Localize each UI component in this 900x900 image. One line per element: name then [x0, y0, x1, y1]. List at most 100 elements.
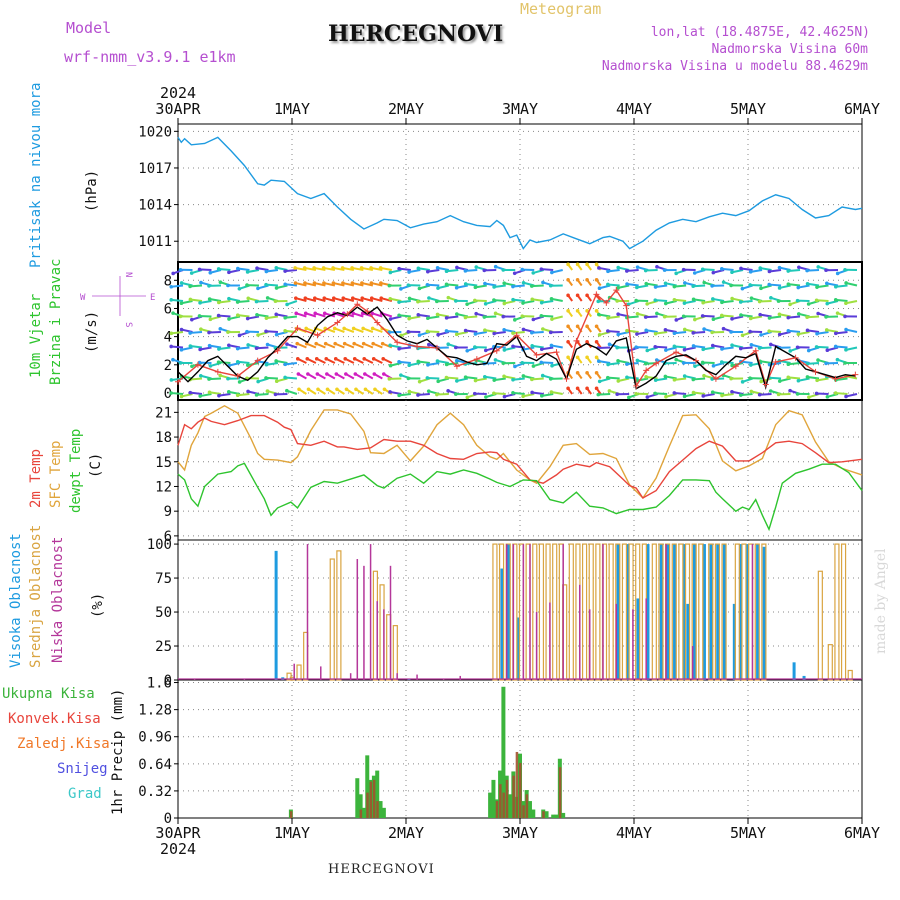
wind-arrow-head [616, 358, 620, 363]
wind-arrow-head [616, 379, 621, 383]
wind-arrow-head [322, 281, 326, 285]
wind-arrow-head [635, 311, 640, 316]
y-tick-label: 4 [164, 330, 172, 346]
wind-arrow-head [835, 271, 840, 276]
wind-arrow-head [777, 286, 782, 290]
wind-arrow [522, 300, 535, 305]
x-top-label: 2MAY [388, 100, 424, 118]
wind-arrow-head [344, 372, 348, 376]
mid-cloud-bar [392, 625, 398, 681]
wind-arrow-head [541, 280, 545, 285]
wind-arrow [399, 393, 411, 397]
wind-arrow-head [465, 395, 470, 400]
wind-arrow-head [283, 375, 287, 380]
wind-arrow-head [314, 357, 319, 361]
wind-arrow-head [796, 378, 801, 383]
wind-arrow-head [644, 375, 648, 379]
wind-arrow [750, 283, 763, 287]
wind-arrow-head [343, 357, 348, 361]
wind-arrow [427, 269, 440, 273]
wind-arrow-head [465, 348, 470, 353]
wind-arrow-head [363, 372, 367, 376]
wind-arrow [750, 362, 763, 367]
wind-arrow [684, 300, 696, 305]
wind-arrow-head [748, 363, 753, 367]
low-cloud-bar [579, 584, 581, 680]
wind-arrow-head [815, 331, 819, 336]
wind-arrow-head [768, 342, 773, 347]
total-rain-bar [544, 811, 549, 818]
wind-arrow [655, 392, 668, 395]
wind-arrow-head [512, 271, 517, 276]
high-cloud-bar [739, 544, 743, 680]
wind-arrow-head [436, 379, 441, 384]
wind-arrow [427, 376, 440, 380]
dewpt-line [177, 462, 863, 532]
wind-arrow-head [710, 377, 714, 381]
mid-cloud-bar [498, 543, 505, 681]
wind-arrow-head [594, 386, 599, 391]
wind-arrow-head [597, 379, 602, 384]
wind-arrow [256, 267, 269, 271]
wind-arrow-head [748, 376, 752, 380]
y-tick-label: 1.28 [138, 703, 172, 719]
wind-arrow-head [483, 302, 488, 306]
low-cloud-bar [416, 674, 418, 680]
model-altitude-label: Nadmorska Visina u modelu 88.4629m [601, 59, 868, 74]
wind-arrow [417, 300, 430, 303]
wind-arrow-head [502, 348, 507, 352]
wind-arrow-head [672, 297, 677, 302]
gust-marker [394, 339, 401, 346]
wind-arrow-head [691, 377, 696, 382]
wind-arrow-head [549, 390, 554, 394]
wind-arrow-head [710, 343, 715, 348]
wind-arrow-head [208, 317, 213, 322]
wind-arrow-head [643, 361, 648, 366]
wind-arrow-head [226, 376, 230, 381]
wind-arrow-head [575, 386, 580, 391]
wind-arrow-head [816, 358, 820, 362]
wind-arrow [788, 283, 801, 287]
wind-arrow-head [825, 348, 830, 353]
pressure-line [177, 136, 863, 250]
wind-arrow-head [463, 315, 468, 320]
wind-arrow [816, 299, 829, 302]
wind-arrow-head [634, 298, 638, 303]
wind-arrow-head [188, 284, 192, 289]
gust-marker [553, 349, 560, 356]
wind-arrow-head [566, 324, 570, 329]
wind-arrow-head [788, 388, 792, 393]
wind-arrow [626, 283, 639, 287]
low-cloud-bar [529, 544, 531, 680]
conv-rain-bar [376, 801, 379, 818]
wind-arrow [845, 393, 858, 398]
wind-arrow-head [786, 328, 791, 333]
wind-arrow-head [721, 326, 726, 331]
wind-arrow [636, 331, 649, 336]
wind-arrow-head [777, 332, 782, 337]
wind-arrow-head [237, 380, 242, 384]
wind-arrow-head [720, 393, 724, 398]
wind-arrow-head [662, 268, 667, 272]
wind-arrow-head [757, 346, 762, 350]
wind-arrow-head [474, 311, 478, 316]
wind-arrow [237, 267, 250, 271]
wind-arrow-head [189, 271, 194, 275]
wind-arrow-head [188, 344, 193, 348]
wind-arrow-head [643, 268, 648, 273]
wind-arrow [740, 300, 753, 303]
wind-arrow-head [806, 302, 811, 306]
low-cloud-bar [535, 612, 538, 680]
mid-cloud-bar [678, 543, 684, 681]
wind-arrow-head [208, 364, 213, 368]
y-tick-label: 0 [164, 673, 172, 689]
wind-arrow [835, 377, 848, 381]
wind-arrow-head [682, 347, 687, 352]
wind-arrow [702, 314, 715, 318]
gust-marker [812, 368, 819, 375]
wind-arrow [807, 315, 820, 319]
wind-arrow-head [179, 348, 184, 352]
wind-arrow [551, 344, 563, 349]
wind-arrow-head [178, 361, 183, 365]
wind-arrow-head [446, 342, 451, 347]
